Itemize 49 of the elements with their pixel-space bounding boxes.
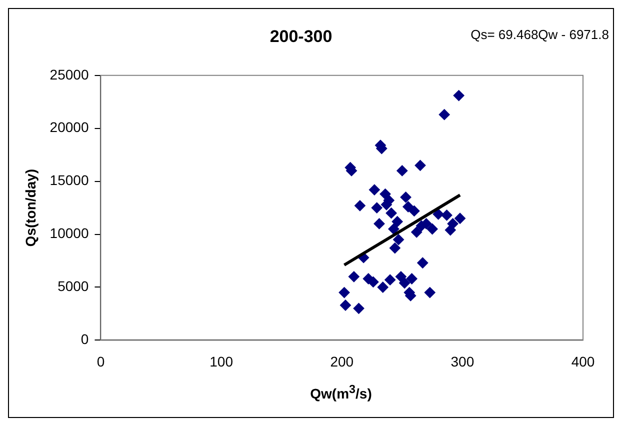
point bbox=[417, 257, 428, 268]
x-axis-title: Qw(m$^{3}$/s) bbox=[309, 383, 373, 402]
point bbox=[414, 160, 426, 171]
y-tick-label: 25000 bbox=[50, 66, 89, 82]
point bbox=[400, 192, 412, 203]
point bbox=[432, 208, 444, 220]
x-tick-label: 400 bbox=[571, 353, 595, 370]
point bbox=[371, 202, 382, 214]
x-tick-label: 0 bbox=[96, 353, 105, 370]
point bbox=[389, 242, 400, 254]
point bbox=[406, 273, 418, 284]
y-tick-label: 5000 bbox=[58, 278, 89, 294]
point bbox=[384, 274, 396, 286]
point bbox=[402, 201, 414, 212]
x-tick-label: 100 bbox=[210, 353, 234, 370]
point bbox=[408, 205, 420, 216]
point bbox=[393, 234, 404, 246]
point bbox=[348, 271, 360, 282]
y-tick-label: 10000 bbox=[50, 225, 89, 242]
point bbox=[447, 218, 458, 230]
chart-title: 200-300 bbox=[270, 26, 332, 46]
point bbox=[368, 276, 379, 288]
point bbox=[453, 90, 464, 102]
point bbox=[388, 223, 400, 234]
y-tick-label: 15000 bbox=[50, 172, 89, 188]
y-axis-title: Qs(ton/day) bbox=[22, 168, 38, 247]
point bbox=[411, 226, 422, 238]
point bbox=[426, 223, 438, 234]
point bbox=[396, 165, 408, 176]
y-tick-label: 0 bbox=[80, 331, 89, 348]
point bbox=[399, 278, 410, 289]
point bbox=[386, 208, 397, 219]
point bbox=[368, 184, 380, 196]
point bbox=[392, 216, 403, 228]
x-tick-label: 300 bbox=[450, 353, 474, 370]
point bbox=[454, 212, 466, 224]
point bbox=[377, 282, 388, 293]
point bbox=[424, 287, 436, 298]
text: Qs= 69.468Qw - 6971.8 bbox=[470, 27, 609, 42]
y-tick-label: 20000 bbox=[50, 119, 89, 136]
x-tick-label: 200 bbox=[330, 353, 354, 370]
point bbox=[441, 210, 452, 221]
point bbox=[338, 287, 350, 298]
point bbox=[438, 109, 450, 120]
point bbox=[374, 218, 385, 230]
point bbox=[354, 200, 366, 212]
point bbox=[353, 302, 364, 314]
point bbox=[395, 271, 406, 282]
point bbox=[340, 300, 351, 311]
